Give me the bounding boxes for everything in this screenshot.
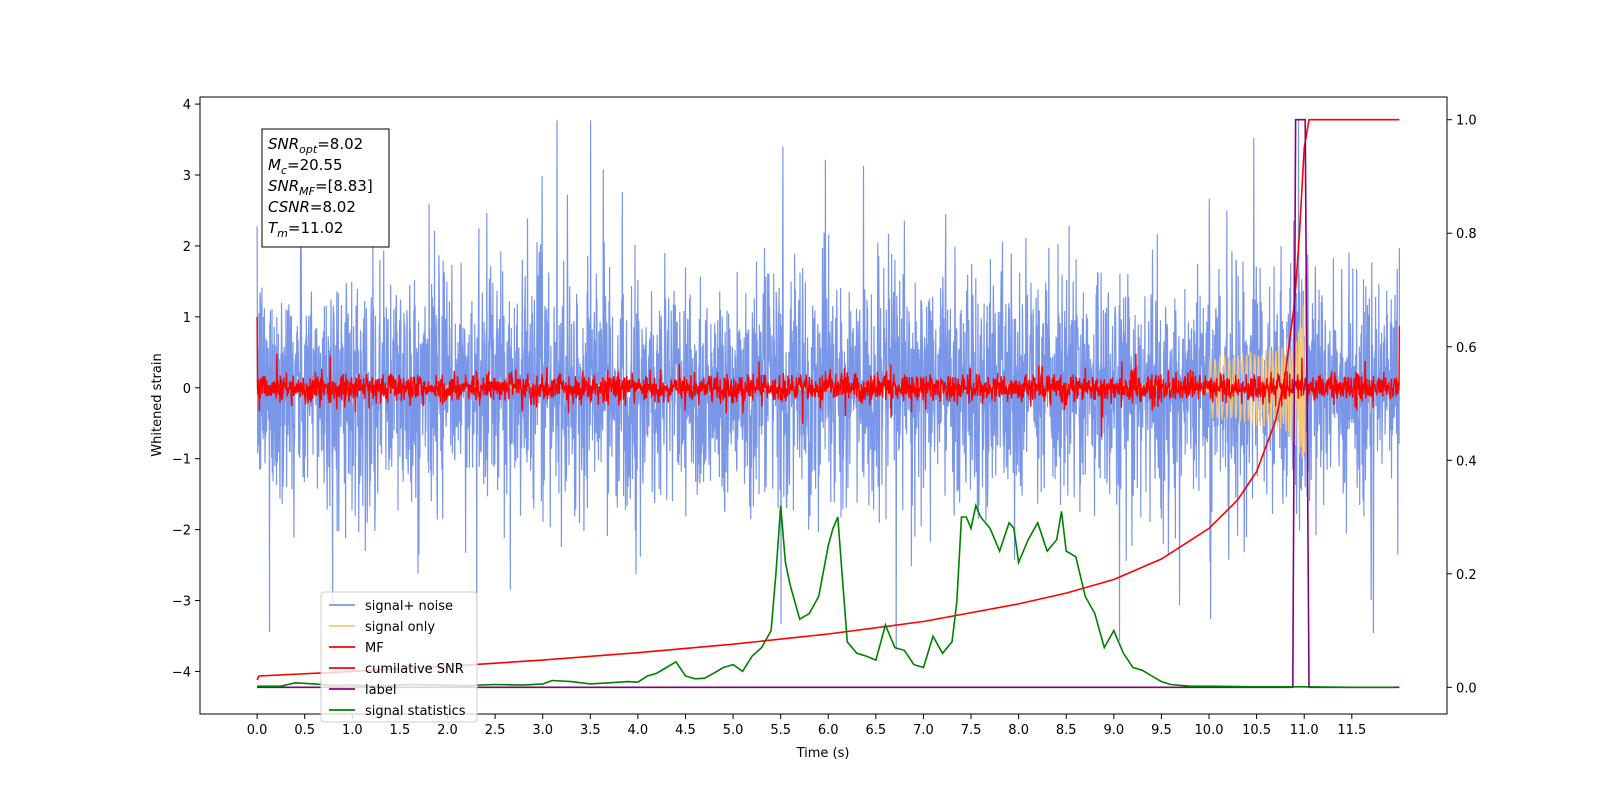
x-tick-label: 4.5 — [675, 723, 696, 738]
x-tick-label: 8.0 — [1008, 723, 1029, 738]
x-tick-label: 0.5 — [294, 723, 315, 738]
y-axis-left-ticks: 4 3 2 1 0 −1 −2 −3 −4 — [172, 98, 200, 680]
legend: signal+ noise signal only MF cumilative SNR… — [320, 591, 478, 723]
y-tick-label: −4 — [172, 665, 191, 680]
x-tick-label: 2.5 — [485, 723, 506, 738]
legend-label-mf: MF — [365, 641, 384, 656]
x-tick-label: 11.0 — [1290, 723, 1319, 738]
legend-label-signal-statistics: signal statistics — [365, 704, 466, 719]
x-tick-label: 3.0 — [532, 723, 553, 738]
legend-label-cumilative-snr: cumilative SNR — [365, 662, 464, 677]
y-tick-label: −3 — [172, 595, 191, 610]
x-axis-ticks: 0.0 0.5 1.0 1.5 2.0 2.5 3.0 3.5 4.0 4.5 5.0 5.5 6.0 6… — [247, 714, 1366, 738]
x-axis-label: Time (s) — [796, 746, 850, 761]
y-right-tick-label: 0.6 — [1456, 341, 1477, 356]
x-tick-label: 10.5 — [1242, 723, 1271, 738]
y-right-tick-label: 0.4 — [1456, 454, 1477, 469]
plot-frame — [199, 96, 1448, 715]
plot-data — [256, 118, 1401, 689]
x-tick-label: 4.0 — [628, 723, 649, 738]
y-tick-label: 1 — [183, 311, 191, 326]
x-tick-label: 9.0 — [1103, 723, 1124, 738]
y-tick-label: 2 — [183, 240, 191, 255]
annotation-line: Tm=11.02 — [268, 219, 343, 240]
x-tick-label: 1.0 — [342, 723, 363, 738]
series-signal-statistics-line — [257, 503, 1394, 689]
annotation-line: Mc=20.55 — [268, 156, 343, 177]
x-tick-label: 3.5 — [580, 723, 601, 738]
y-tick-label: −2 — [172, 524, 191, 539]
legend-label-signal-noise: signal+ noise — [365, 599, 453, 614]
annotation-line: SNRopt=8.02 — [268, 135, 363, 156]
series-mf-line — [256, 316, 1401, 438]
x-tick-label: 2.0 — [437, 723, 458, 738]
y-right-tick-label: 0.2 — [1456, 568, 1477, 583]
legend-frame — [320, 591, 478, 723]
y-axis-right-ticks: 1.0 0.8 0.6 0.4 0.2 0.0 — [1447, 114, 1477, 696]
annotation-frame — [261, 128, 390, 248]
x-tick-label: 10.0 — [1195, 723, 1224, 738]
annotation-line: CSNR=8.02 — [268, 198, 356, 216]
series-cumilative-snr-line — [256, 118, 1400, 681]
x-tick-label: 7.0 — [913, 723, 934, 738]
x-tick-label: 8.5 — [1056, 723, 1077, 738]
x-tick-label: 6.5 — [866, 723, 887, 738]
legend-label-label: label — [365, 683, 396, 698]
x-tick-label: 1.5 — [390, 723, 411, 738]
x-tick-label: 11.5 — [1337, 723, 1366, 738]
annotation-line: SNRMF=[8.83] — [268, 177, 373, 198]
y-tick-label: 3 — [183, 169, 191, 184]
x-tick-label: 9.5 — [1151, 723, 1172, 738]
y-right-tick-label: 1.0 — [1456, 114, 1477, 129]
annotation-box: SNRopt=8.02Mc=20.55SNRMF=[8.83]CSNR=8.02… — [261, 128, 390, 248]
y-right-tick-label: 0.0 — [1456, 681, 1477, 696]
x-tick-label: 5.0 — [723, 723, 744, 738]
y-tick-label: −1 — [172, 453, 191, 468]
y-tick-label: 0 — [183, 382, 191, 397]
x-tick-label: 6.0 — [818, 723, 839, 738]
legend-label-signal-only: signal only — [365, 620, 435, 635]
y-right-tick-label: 0.8 — [1456, 227, 1477, 242]
y-axis-label: Whitened strain — [150, 353, 165, 456]
x-tick-label: 0.0 — [247, 723, 268, 738]
x-tick-label: 5.5 — [770, 723, 791, 738]
x-tick-label: 7.5 — [961, 723, 982, 738]
y-tick-label: 4 — [183, 98, 191, 113]
